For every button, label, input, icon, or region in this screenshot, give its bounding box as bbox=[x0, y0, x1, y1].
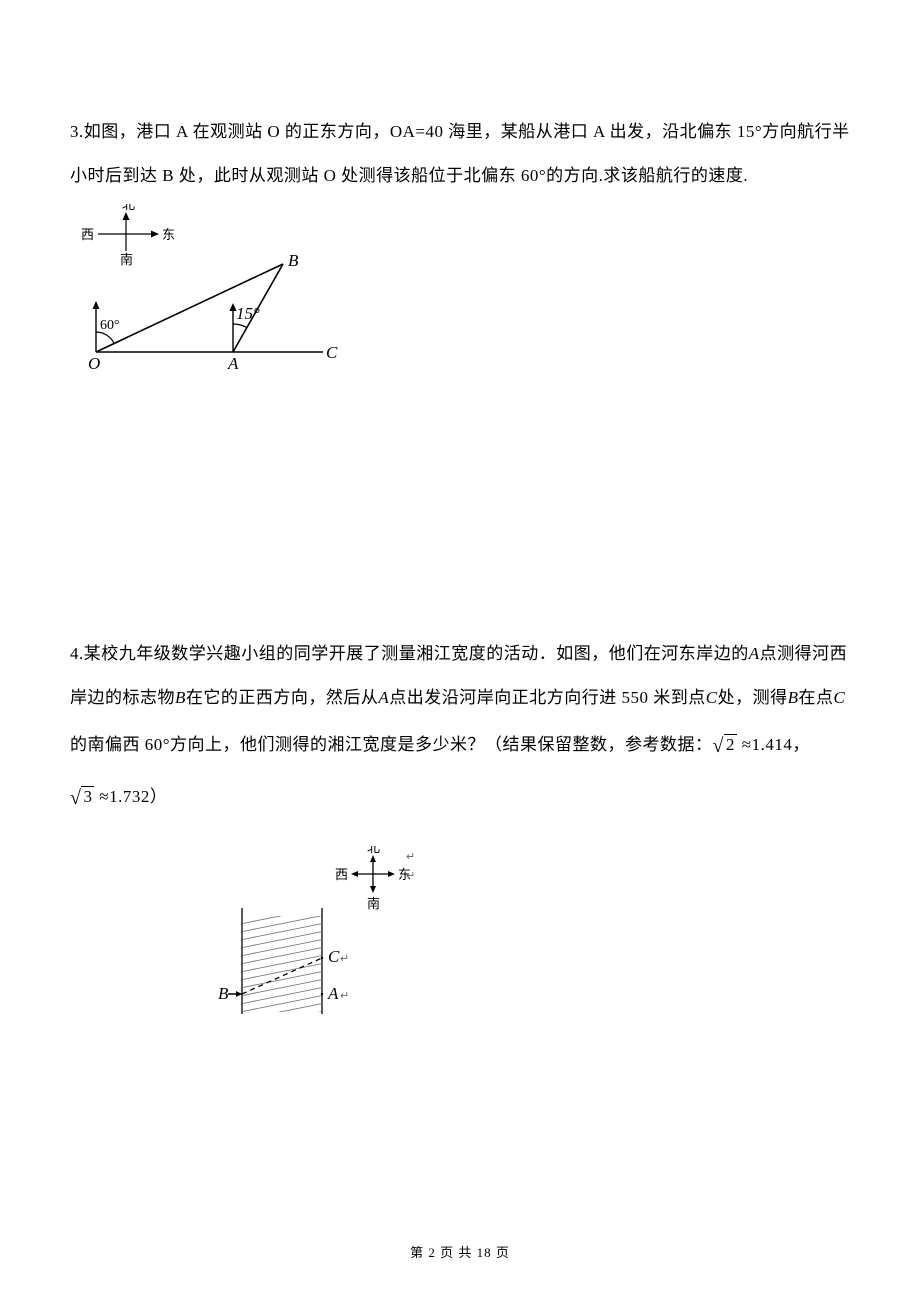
angle-15: 15° bbox=[236, 304, 260, 323]
q4-B2: B bbox=[788, 688, 799, 707]
label-B: B bbox=[288, 251, 299, 270]
page-footer: 第 2 页 共 18 页 bbox=[0, 1236, 920, 1270]
q4-label-C: C bbox=[328, 947, 340, 966]
q4-t6: 在点 bbox=[799, 688, 834, 707]
f4: 18 bbox=[477, 1245, 492, 1260]
sqrt3: √3 bbox=[70, 772, 94, 824]
sep: ， bbox=[792, 735, 810, 754]
q4-C1: C bbox=[706, 688, 718, 707]
compass-south: 南 bbox=[120, 252, 133, 267]
q4-north: 北 bbox=[367, 846, 380, 855]
q4-mark-n: ↵ bbox=[406, 851, 415, 863]
q4-t5: 处，测得 bbox=[718, 688, 788, 707]
val2: 1.732 bbox=[109, 787, 150, 806]
q4-t7: 的南偏西 60°方向上，他们测得的湘江宽度是多少米？（结果保留整数，参考数据： bbox=[70, 735, 713, 754]
compass-east: 东 bbox=[162, 227, 175, 242]
q4-label-A: A bbox=[327, 984, 339, 1003]
label-C: C bbox=[326, 343, 338, 362]
q4-C2: C bbox=[834, 688, 846, 707]
compass-west: 西 bbox=[81, 227, 94, 242]
label-O: O bbox=[88, 354, 100, 373]
q4-mark-a: ↵ bbox=[340, 990, 349, 1002]
approx1: ≈ bbox=[742, 735, 752, 754]
q4-figure: 北 南 西 东 bbox=[210, 846, 850, 1038]
compass-north: 北 bbox=[122, 204, 135, 212]
q4-label-B: B bbox=[218, 984, 229, 1003]
q4-south: 南 bbox=[367, 896, 380, 911]
f1: 第 bbox=[410, 1245, 424, 1260]
q4-west: 西 bbox=[335, 867, 348, 882]
q4-text: 4.某校九年级数学兴趣小组的同学开展了测量湘江宽度的活动．如图，他们在河东岸边的… bbox=[70, 632, 850, 824]
q4-t1: 4.某校九年级数学兴趣小组的同学开展了测量湘江宽度的活动．如图，他们在河东岸边的 bbox=[70, 644, 749, 663]
q4-mark-e: ↵ bbox=[406, 870, 415, 882]
close: ） bbox=[150, 787, 168, 806]
f3: 页 共 bbox=[440, 1245, 472, 1260]
q3-text: 3.如图，港口 A 在观测站 O 的正东方向，OA=40 海里，某船从港口 A … bbox=[70, 110, 850, 198]
q4-B1: B bbox=[175, 688, 186, 707]
q4-A2: A bbox=[378, 688, 389, 707]
q3-figure: 北 南 西 东 60° 1 bbox=[78, 204, 850, 396]
f2: 2 bbox=[428, 1245, 436, 1260]
q4-mark-c: ↵ bbox=[340, 953, 349, 965]
q4-t3: 在它的正西方向，然后从 bbox=[186, 688, 379, 707]
angle-60: 60° bbox=[100, 318, 120, 333]
val1: 1.414 bbox=[752, 735, 793, 754]
sqrt2: √2 bbox=[713, 720, 737, 772]
label-A: A bbox=[227, 354, 239, 373]
q4-A1: A bbox=[749, 644, 760, 663]
approx2: ≈ bbox=[99, 787, 109, 806]
f5: 页 bbox=[496, 1245, 510, 1260]
q4-t4: 点出发沿河岸向正北方向行进 550 米到点 bbox=[389, 688, 706, 707]
